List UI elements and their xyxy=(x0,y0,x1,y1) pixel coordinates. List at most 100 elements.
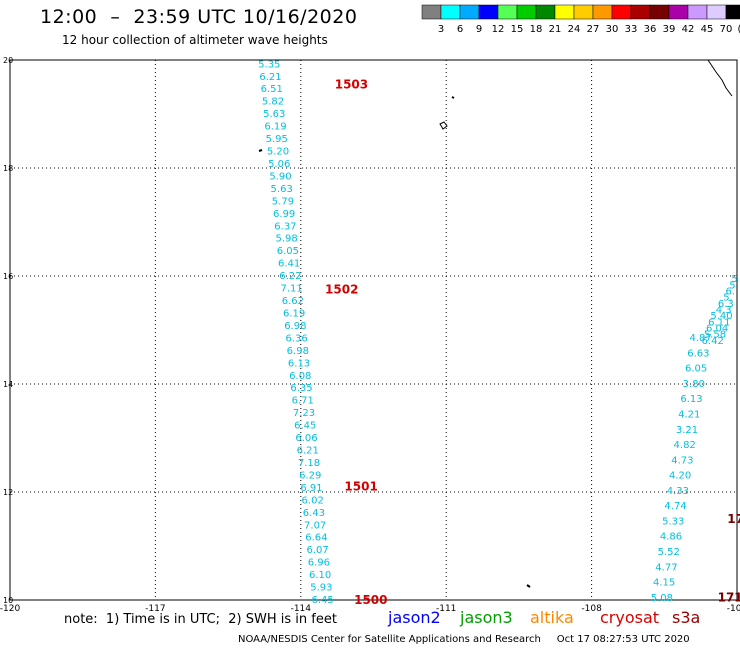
legend-label: 15 xyxy=(511,24,524,35)
wave-height-value: 6.51 xyxy=(261,84,283,95)
wave-height-value: 6.43 xyxy=(303,508,325,519)
page-subtitle: 12 hour collection of altimeter wave hei… xyxy=(62,33,328,47)
track-id-label: 1503 xyxy=(335,77,368,91)
wave-height-value: 6.37 xyxy=(274,221,296,232)
satellite-name-jason3: jason3 xyxy=(460,608,513,627)
track-id-label: 1501 xyxy=(344,480,377,494)
lat-tick-label: 14 xyxy=(3,380,13,389)
footer-note: note: 1) Time is in UTC; 2) SWH is in fe… xyxy=(64,612,337,627)
legend-swatch xyxy=(725,4,740,20)
wave-height-value: 6. xyxy=(725,287,735,298)
wave-height-value: 3.80 xyxy=(683,379,705,390)
wave-height-value: 5.06 xyxy=(268,159,290,170)
legend-label: 9 xyxy=(476,24,482,35)
wave-height-value: 6.35 xyxy=(290,383,312,394)
wave-height-value: 4.74 xyxy=(664,501,686,512)
satellite-name-jason2: jason2 xyxy=(388,608,441,627)
wave-height-value: 6.36 xyxy=(285,333,307,344)
lat-tick-label: 20 xyxy=(3,56,13,65)
axis-labels: -120 -117 -114 -111 -108 -105 20 18 16 14 12 10 xyxy=(0,56,740,614)
wave-height-value: 6.08 xyxy=(289,371,311,382)
wave-height-value: 6.98 xyxy=(284,321,306,332)
wave-height-value: 5.58 xyxy=(704,330,726,341)
wave-height-value: 6.63 xyxy=(687,348,709,359)
wave-height-value: 6.45 xyxy=(294,421,316,432)
legend-label: (ft) xyxy=(737,24,740,35)
wave-height-value: 5.52 xyxy=(658,547,680,558)
wave-height-value: 4.21 xyxy=(678,409,700,420)
legend-label: 21 xyxy=(549,24,562,35)
legend-label: 18 xyxy=(530,24,543,35)
wave-height-value: 5.79 xyxy=(272,196,294,207)
wave-height-value: 7.11 xyxy=(280,284,302,295)
lon-tick-label: -105 xyxy=(727,604,740,614)
legend-label: 33 xyxy=(625,24,638,35)
wave-height-value: 5. xyxy=(723,293,733,304)
wave-height-value: 5.33 xyxy=(662,516,684,527)
wave-height-value: 6.62 xyxy=(282,296,304,307)
wave-height-value: 6.19 xyxy=(283,308,305,319)
legend-label: 70 xyxy=(720,24,733,35)
wave-height-value: 4.3 xyxy=(716,305,732,316)
legend-label: 3 xyxy=(438,24,444,35)
legend-label: 6 xyxy=(457,24,463,35)
wave-height-value: 6.64 xyxy=(305,533,327,544)
wave-height-value: 6.99 xyxy=(273,209,295,220)
lon-tick-label: -117 xyxy=(145,604,165,614)
wave-height-value: 5.63 xyxy=(271,184,293,195)
track-id-label: 1500 xyxy=(354,593,387,607)
lat-tick-label: 16 xyxy=(3,272,13,281)
track-id-label: 1502 xyxy=(325,283,358,297)
wave-height-value: 5.93 xyxy=(310,583,332,594)
wave-height-value: 4.73 xyxy=(671,455,693,466)
wave-height-value: 6.19 xyxy=(264,122,286,133)
legend-label: 42 xyxy=(682,24,695,35)
wave-height-value: 5.90 xyxy=(269,171,291,182)
lat-tick-label: 18 xyxy=(3,164,13,173)
wave-height-value: 6.07 xyxy=(307,545,329,556)
map-grid xyxy=(10,60,737,600)
wave-height-value: 5 xyxy=(729,280,735,291)
coastline xyxy=(258,59,733,588)
legend-label: 36 xyxy=(644,24,657,35)
wave-height-value: 5.95 xyxy=(266,134,288,145)
legend-label: 12 xyxy=(492,24,505,35)
wave-height-value: 6.06 xyxy=(295,433,317,444)
wave-height-value: 4.87 xyxy=(690,333,712,344)
wave-height-value: 6.05 xyxy=(685,364,707,375)
wave-height-value: 5.20 xyxy=(267,147,289,158)
wave-height-value: 7.07 xyxy=(304,520,326,531)
wave-height-value: 6.42 xyxy=(702,336,724,347)
wave-height-value: 6.13 xyxy=(680,394,702,405)
wave-height-value: 6.41 xyxy=(278,259,300,270)
wave-height-value: 6.45 xyxy=(311,595,333,606)
map-frame xyxy=(9,59,738,601)
satellite-name-altika: altika xyxy=(530,608,574,627)
lon-tick-label: -111 xyxy=(436,604,456,614)
wave-height-value: 4.15 xyxy=(653,578,675,589)
wave-height-value: 6.91 xyxy=(300,483,322,494)
page-title: 12:00 – 23:59 UTC 10/16/2020 xyxy=(40,6,358,28)
lat-tick-label: 10 xyxy=(3,596,13,605)
satellite-name-cryosat: cryosat xyxy=(600,608,660,627)
wave-height-value: 4.82 xyxy=(674,440,696,451)
wave-height-value: 5.63 xyxy=(263,109,285,120)
lon-tick-label: -108 xyxy=(581,604,602,614)
wave-height-value: 5.08 xyxy=(651,593,673,604)
lat-tick-label: 12 xyxy=(3,488,13,497)
track-ids: 1503 1502 1501 1500 1712 171 xyxy=(325,77,740,607)
wave-height-value: 6.04 xyxy=(706,323,728,334)
wave-height-value: 6.98 xyxy=(287,346,309,357)
wave-height-value: 6.11 xyxy=(708,317,730,328)
lon-tick-label: -114 xyxy=(291,604,312,614)
wave-height-value: 5.98 xyxy=(276,234,298,245)
wave-height-values: 5.356.216.515.825.636.195.955.205.065.90… xyxy=(258,59,738,606)
wave-height-value: 6.21 xyxy=(297,446,319,457)
wave-height-value: 6.10 xyxy=(309,570,331,581)
wave-height-value: 6.96 xyxy=(308,558,330,569)
wave-height-value: 4.33 xyxy=(667,486,689,497)
track-id-label: 171 xyxy=(727,512,740,526)
wave-height-value: 5.82 xyxy=(262,97,284,108)
